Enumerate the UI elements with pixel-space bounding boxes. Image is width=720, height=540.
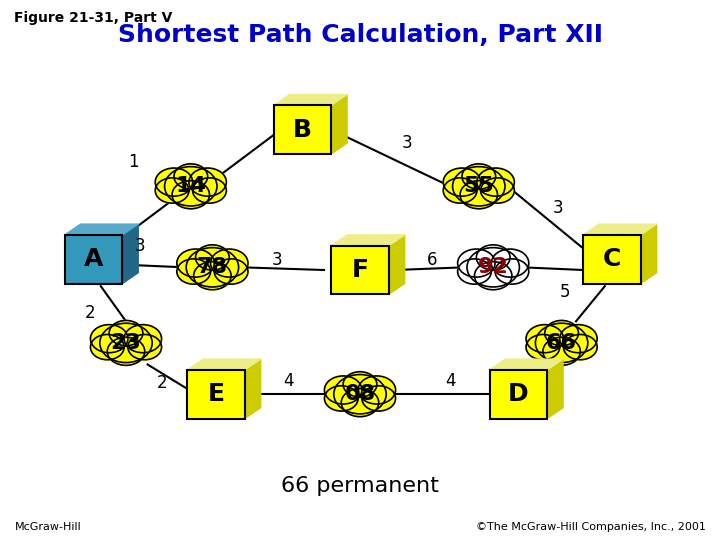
Text: 3: 3	[553, 199, 563, 217]
Polygon shape	[122, 224, 138, 284]
Polygon shape	[641, 224, 657, 284]
Circle shape	[325, 386, 358, 411]
Text: McGraw-Hill: McGraw-Hill	[14, 522, 81, 532]
Circle shape	[109, 320, 143, 346]
Circle shape	[444, 168, 481, 196]
Text: 3: 3	[135, 237, 145, 255]
Circle shape	[174, 164, 207, 189]
Circle shape	[474, 262, 512, 290]
Circle shape	[526, 334, 559, 360]
Text: 1: 1	[128, 153, 138, 171]
Text: C: C	[603, 247, 621, 271]
Text: D: D	[508, 382, 528, 406]
Circle shape	[91, 325, 128, 353]
Circle shape	[156, 168, 193, 196]
Circle shape	[477, 168, 514, 196]
Text: ©The McGraw-Hill Companies, Inc., 2001: ©The McGraw-Hill Companies, Inc., 2001	[476, 522, 706, 532]
Polygon shape	[389, 235, 405, 294]
Polygon shape	[583, 224, 657, 235]
Circle shape	[491, 249, 528, 277]
Circle shape	[453, 167, 505, 206]
FancyBboxPatch shape	[331, 246, 389, 294]
Polygon shape	[187, 359, 261, 370]
Polygon shape	[274, 94, 347, 105]
Circle shape	[210, 249, 248, 277]
Text: Shortest Path Calculation, Part XII: Shortest Path Calculation, Part XII	[117, 23, 603, 47]
Circle shape	[107, 338, 145, 366]
Circle shape	[536, 323, 588, 362]
FancyBboxPatch shape	[274, 105, 331, 154]
Circle shape	[462, 164, 495, 189]
Circle shape	[481, 178, 514, 203]
Polygon shape	[490, 359, 563, 370]
Polygon shape	[331, 235, 405, 246]
Circle shape	[194, 262, 231, 290]
Polygon shape	[65, 224, 138, 235]
Text: 92: 92	[478, 257, 508, 278]
Circle shape	[343, 372, 377, 397]
Circle shape	[477, 245, 510, 270]
Circle shape	[100, 323, 152, 362]
Polygon shape	[547, 359, 563, 418]
Circle shape	[186, 248, 238, 287]
Text: 3: 3	[402, 134, 412, 152]
Circle shape	[362, 386, 395, 411]
Circle shape	[564, 334, 597, 360]
Circle shape	[458, 249, 495, 277]
Text: 14: 14	[176, 176, 206, 197]
Circle shape	[545, 320, 578, 346]
Text: F: F	[351, 258, 369, 282]
Text: 4: 4	[283, 372, 293, 390]
Text: 55: 55	[464, 176, 494, 197]
Circle shape	[156, 178, 189, 203]
Text: A: A	[84, 247, 103, 271]
Circle shape	[172, 181, 210, 209]
Circle shape	[358, 376, 395, 404]
Circle shape	[325, 376, 362, 404]
FancyBboxPatch shape	[583, 235, 641, 284]
Text: E: E	[207, 382, 225, 406]
Circle shape	[495, 259, 528, 284]
Text: 23: 23	[111, 333, 141, 353]
Circle shape	[543, 338, 580, 366]
Circle shape	[128, 334, 161, 360]
FancyBboxPatch shape	[490, 370, 547, 418]
Circle shape	[91, 334, 124, 360]
Circle shape	[124, 325, 161, 353]
Text: 08: 08	[344, 384, 376, 404]
Circle shape	[460, 181, 498, 209]
Text: 2: 2	[85, 304, 95, 322]
Circle shape	[177, 259, 210, 284]
FancyBboxPatch shape	[65, 235, 122, 284]
Text: B: B	[293, 118, 312, 141]
Circle shape	[526, 325, 564, 353]
Circle shape	[444, 178, 477, 203]
Text: 6: 6	[427, 251, 437, 269]
Polygon shape	[331, 94, 347, 154]
Text: 5: 5	[560, 282, 570, 301]
Text: 4: 4	[445, 372, 455, 390]
Circle shape	[193, 178, 226, 203]
Circle shape	[189, 168, 226, 196]
Circle shape	[467, 248, 519, 287]
Circle shape	[177, 249, 215, 277]
Circle shape	[559, 325, 597, 353]
Circle shape	[458, 259, 491, 284]
Circle shape	[215, 259, 248, 284]
Circle shape	[334, 375, 386, 414]
Text: 3: 3	[272, 251, 282, 269]
Text: 66 permanent: 66 permanent	[281, 476, 439, 496]
Text: 66: 66	[546, 333, 577, 353]
Circle shape	[341, 389, 379, 417]
Text: 2: 2	[157, 374, 167, 393]
Polygon shape	[245, 359, 261, 418]
Circle shape	[196, 245, 229, 270]
Circle shape	[165, 167, 217, 206]
Text: Figure 21-31, Part V: Figure 21-31, Part V	[14, 11, 173, 25]
FancyBboxPatch shape	[187, 370, 245, 418]
Text: 78: 78	[197, 257, 228, 278]
